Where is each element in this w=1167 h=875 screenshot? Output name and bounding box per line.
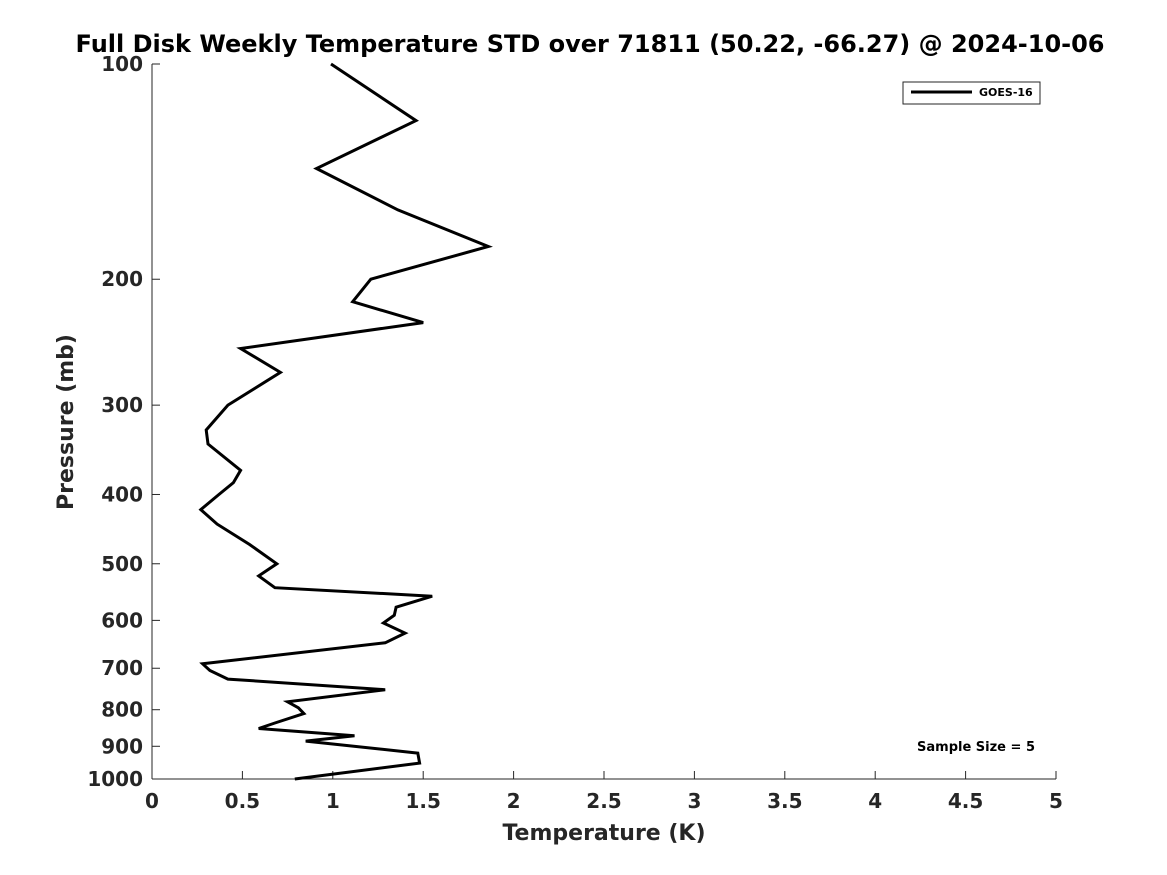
x-tick-label: 2 — [507, 789, 521, 813]
y-tick-label: 100 — [101, 52, 143, 76]
x-tick-label: 3.5 — [767, 789, 802, 813]
x-tick-label: 5 — [1049, 789, 1063, 813]
y-tick-label: 700 — [101, 656, 143, 680]
x-tick-label: 0.5 — [225, 789, 260, 813]
plot-axes — [151, 64, 1056, 780]
y-tick-label: 600 — [101, 608, 143, 632]
y-axis-ticks: 100 200 300 400 500 600 700 800 900 1000 — [87, 52, 160, 791]
x-tick-label: 3 — [687, 789, 701, 813]
x-axis-label: Temperature (K) — [502, 821, 705, 846]
sample-size-annotation: Sample Size = 5 — [917, 740, 1035, 755]
y-tick-label: 800 — [101, 698, 143, 722]
y-tick-label: 300 — [101, 393, 143, 417]
y-tick-label: 200 — [101, 267, 143, 291]
series-layer — [198, 62, 493, 781]
x-tick-label: 0 — [145, 789, 159, 813]
y-tick-label: 500 — [101, 552, 143, 576]
series-line-goes-16 — [198, 62, 493, 781]
legend-label-goes-16: GOES-16 — [979, 86, 1033, 99]
y-axis-label: Pressure (mb) — [54, 334, 79, 510]
y-tick-label: 900 — [101, 734, 143, 758]
x-tick-label: 1 — [326, 789, 340, 813]
x-tick-label: 1.5 — [405, 789, 440, 813]
y-tick-label: 1000 — [87, 767, 143, 791]
x-tick-label: 2.5 — [586, 789, 621, 813]
legend: GOES-16 — [902, 81, 1041, 105]
y-tick-label: 400 — [101, 482, 143, 506]
x-tick-label: 4 — [868, 789, 882, 813]
x-tick-label: 4.5 — [948, 789, 983, 813]
chart-title: Full Disk Weekly Temperature STD over 71… — [76, 30, 1105, 58]
x-axis-ticks: 0 0.5 1 1.5 2 2.5 3 3.5 4 4.5 5 — [145, 771, 1063, 813]
